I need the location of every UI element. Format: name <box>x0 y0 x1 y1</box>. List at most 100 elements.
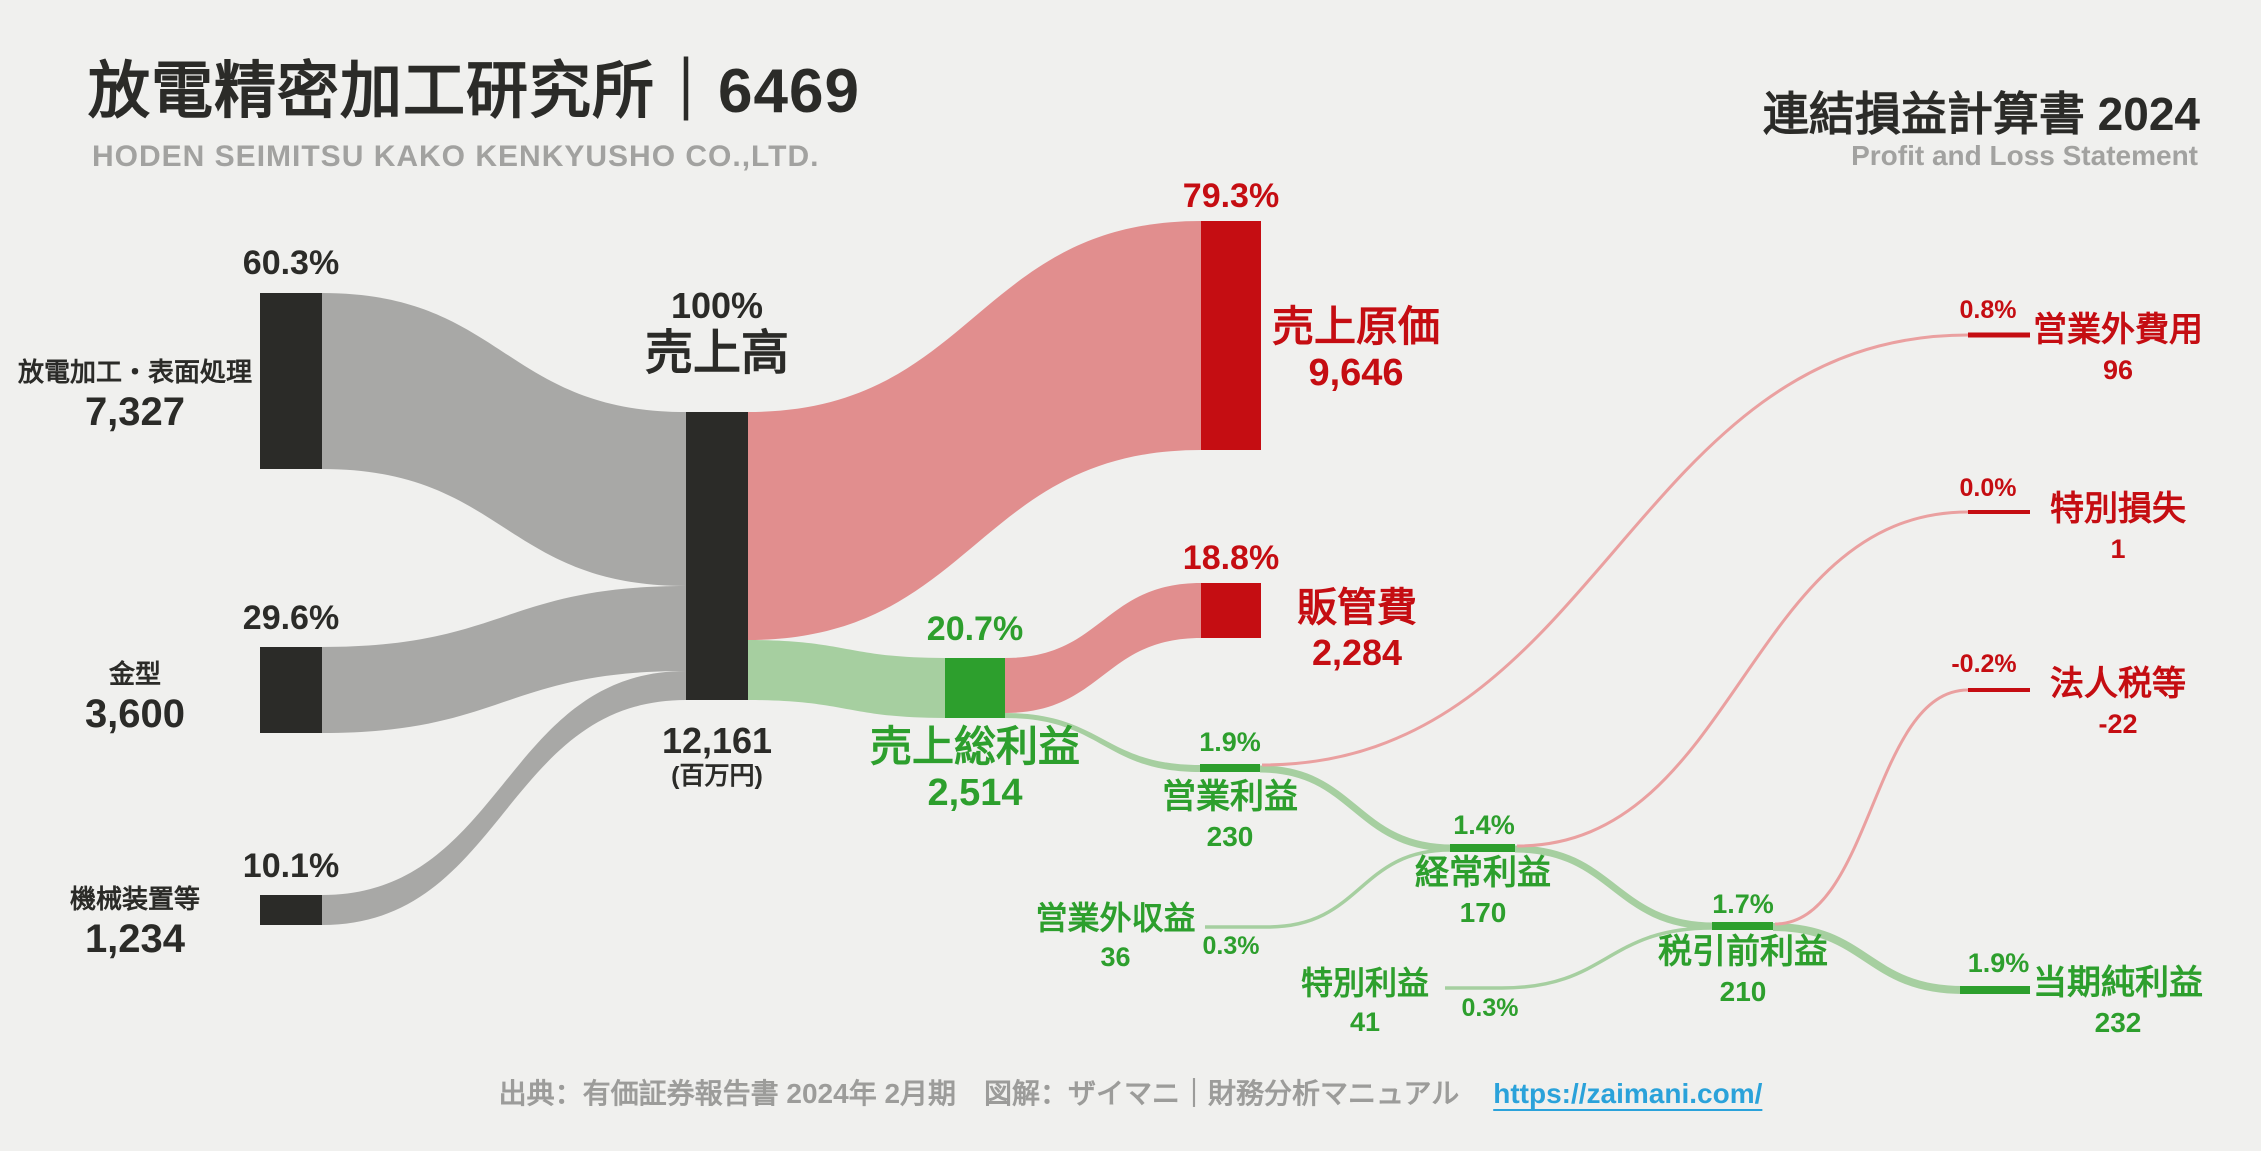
pct-non-operating-income: 0.3% <box>1202 932 1260 960</box>
label-sales-value: 12,161 (百万円) <box>607 720 827 791</box>
node-name: 営業利益 <box>1162 778 1298 816</box>
pct-sales: 100% <box>670 285 764 326</box>
flow-ordinary-to-pretax <box>1514 845 1715 930</box>
report-subtitle: Profit and Loss Statement <box>1851 140 2198 171</box>
node-name: 営業外収益 <box>1035 900 1196 936</box>
unit-label: (百万円) <box>671 762 763 791</box>
pct-cogs: 79.3% <box>1182 177 1280 215</box>
flow-gross-to-sga <box>1005 583 1201 713</box>
node-value: 96 <box>2102 355 2134 386</box>
node-name: 当期純利益 <box>2033 964 2203 1002</box>
node-name: 売上総利益 <box>870 723 1081 770</box>
flow-nonop-income-to-ordinary <box>1205 848 1451 929</box>
flow-edm-to-sales <box>322 293 686 586</box>
label-sga: 販管費 2,284 <box>1252 585 1462 674</box>
flow-sales-to-cogs <box>748 221 1201 640</box>
node-operating-profit <box>1200 764 1260 772</box>
node-machinery <box>260 895 322 925</box>
label-net-profit: 当期純利益 232 <box>2023 964 2213 1042</box>
flow-mold-to-sales <box>322 586 686 733</box>
node-ordinary-profit <box>1450 844 1515 852</box>
pct-pretax-profit: 1.7% <box>1712 889 1774 919</box>
flow-pretax-to-income-tax <box>1774 688 1969 926</box>
label-mold: 金型 3,600 <box>10 659 260 738</box>
node-value: 1,234 <box>84 916 186 961</box>
node-sga <box>1201 583 1261 638</box>
node-name: 機械装置等 <box>69 884 200 914</box>
pct-operating-profit: 1.9% <box>1199 727 1261 757</box>
company-subtitle: HODEN SEIMITSU KAKO KENKYUSHO CO.,LTD. <box>92 140 820 173</box>
source-note: 出典：有価証券報告書 2024年 2月期 図解：ザイマニ｜財務分析マニュアル <box>498 1078 1460 1109</box>
node-value: 9,646 <box>1308 352 1404 395</box>
node-value: 232 <box>2094 1007 2142 1039</box>
pct-sga: 18.8% <box>1182 539 1280 577</box>
node-pretax-profit <box>1712 922 1773 930</box>
pct-special-gain: 0.3% <box>1461 994 1519 1022</box>
pct-machinery: 10.1% <box>242 847 340 885</box>
flow-sales-to-gross <box>748 640 945 718</box>
label-ordinary-profit: 経常利益 170 <box>1378 854 1588 932</box>
node-name: 税引前利益 <box>1658 933 1828 971</box>
pct-mold: 29.6% <box>242 599 340 637</box>
flow-machinery-to-sales <box>322 671 686 925</box>
pct-income-tax: -0.2% <box>1951 650 2017 678</box>
node-name: 特別損失 <box>2050 490 2186 528</box>
label-income-tax: 法人税等 -22 <box>2023 665 2213 745</box>
pct-gross-profit: 20.7% <box>926 610 1024 648</box>
node-name: 売上高 <box>644 326 789 380</box>
pct-special-loss: 0.0% <box>1959 474 2017 502</box>
node-value: 3,600 <box>84 691 186 736</box>
label-operating-profit: 営業利益 230 <box>1125 778 1335 856</box>
label-special-loss: 特別損失 1 <box>2023 490 2213 570</box>
label-gross-profit: 売上総利益 2,514 <box>870 723 1080 817</box>
node-value: 210 <box>1719 976 1767 1008</box>
label-sales: 100% 売上高 <box>607 286 827 381</box>
pct-non-operating-expenses: 0.8% <box>1959 296 2017 324</box>
label-pretax-profit: 税引前利益 210 <box>1638 933 1848 1011</box>
node-name: 放電加工・表面処理 <box>17 357 252 387</box>
node-gross-profit <box>945 658 1005 718</box>
node-name: 特別利益 <box>1300 965 1429 1001</box>
node-value: 2,514 <box>927 772 1023 815</box>
node-name: 営業外費用 <box>2033 311 2203 349</box>
node-name: 法人税等 <box>2050 665 2186 703</box>
node-name: 売上原価 <box>1271 303 1440 350</box>
label-cogs: 売上原価 9,646 <box>1251 303 1461 397</box>
node-cogs <box>1201 221 1261 450</box>
node-value: 170 <box>1459 897 1507 929</box>
label-non-operating-expenses: 営業外費用 96 <box>2023 311 2213 391</box>
node-edm-surface <box>260 293 322 469</box>
node-sales <box>686 412 748 700</box>
node-value: 230 <box>1206 821 1254 853</box>
flow-operating-to-ordinary <box>1259 765 1453 852</box>
page-title: 放電精密加工研究所｜6469 <box>88 57 860 126</box>
flow-ordinary-to-special-loss <box>1516 510 1969 848</box>
node-value: -22 <box>2098 709 2138 740</box>
flow-special-gain-to-pretax <box>1445 926 1713 990</box>
node-value: 41 <box>1349 1006 1381 1037</box>
footer: 出典：有価証券報告書 2024年 2月期 図解：ザイマニ｜財務分析マニュアル ht… <box>0 1072 2261 1112</box>
node-value: 2,284 <box>1311 632 1403 673</box>
node-value: 36 <box>1100 941 1131 972</box>
label-machinery: 機械装置等 1,234 <box>10 884 260 963</box>
pct-net-profit: 1.9% <box>1967 948 2030 978</box>
node-value: 12,161 <box>661 720 773 761</box>
pct-ordinary-profit: 1.4% <box>1453 810 1515 840</box>
node-name: 金型 <box>108 659 161 689</box>
node-name: 販管費 <box>1297 586 1417 630</box>
flow-gross-to-operating <box>1005 713 1200 772</box>
label-special-gain: 特別利益 41 <box>1285 965 1445 1042</box>
node-name: 経常利益 <box>1415 854 1551 892</box>
zaimani-link[interactable]: https://zaimani.com/ <box>1493 1078 1763 1109</box>
node-net-profit <box>1960 986 2030 994</box>
node-value: 7,327 <box>84 389 186 434</box>
node-value: 1 <box>2110 534 2126 565</box>
report-title: 連結損益計算書 2024 <box>1762 88 2200 140</box>
pct-edm-surface: 60.3% <box>242 244 340 282</box>
flow-pretax-to-net <box>1772 923 1964 994</box>
label-edm-surface: 放電加工・表面処理 7,327 <box>10 357 260 436</box>
label-non-operating-income: 営業外収益 36 <box>1023 900 1208 977</box>
node-mold <box>260 647 322 733</box>
